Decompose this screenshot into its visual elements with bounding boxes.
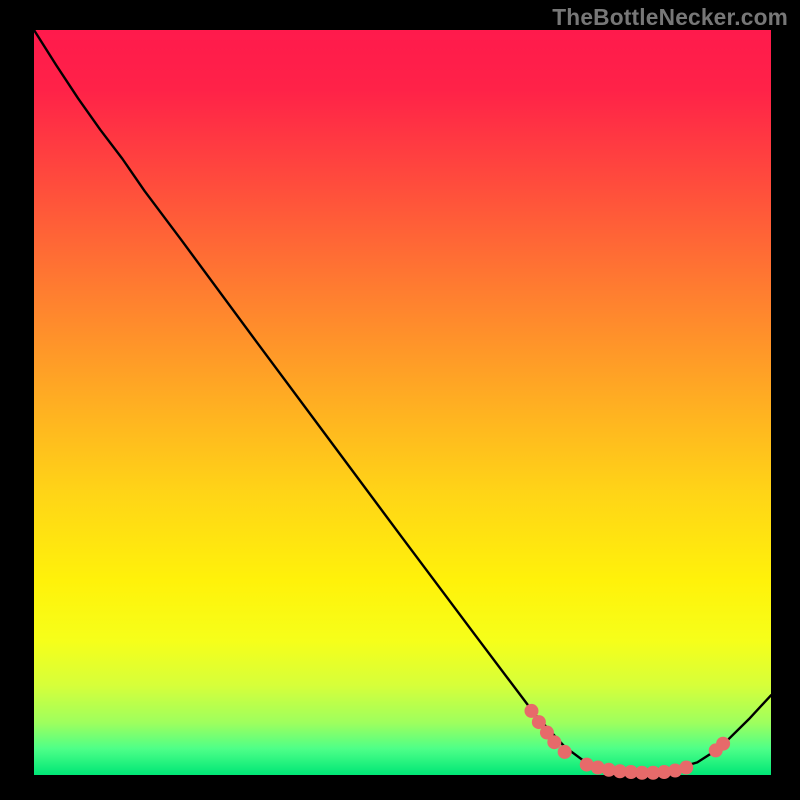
curve-marker — [679, 761, 693, 775]
bottleneck-curve-plot — [0, 0, 800, 800]
curve-marker — [558, 745, 572, 759]
plot-background — [34, 30, 771, 775]
curve-marker — [716, 737, 730, 751]
chart-frame: TheBottleNecker.com — [0, 0, 800, 800]
curve-marker — [547, 735, 561, 749]
